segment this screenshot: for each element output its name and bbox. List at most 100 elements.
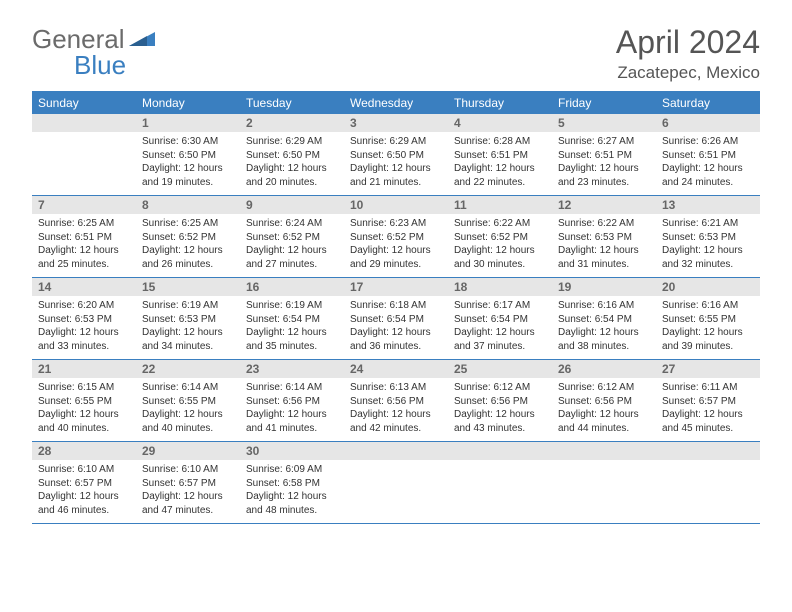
- daylight-text: Daylight: 12 hours and 42 minutes.: [350, 408, 442, 435]
- week-row: 21222324252627Sunrise: 6:15 AMSunset: 6:…: [32, 360, 760, 442]
- sunset-text: Sunset: 6:52 PM: [454, 231, 546, 245]
- sunrise-text: Sunrise: 6:20 AM: [38, 299, 130, 313]
- sunrise-text: Sunrise: 6:10 AM: [38, 463, 130, 477]
- day-number: 14: [32, 278, 136, 296]
- day-number: 15: [136, 278, 240, 296]
- daylight-text: Daylight: 12 hours and 25 minutes.: [38, 244, 130, 271]
- daylight-text: Daylight: 12 hours and 44 minutes.: [558, 408, 650, 435]
- sunrise-text: Sunrise: 6:23 AM: [350, 217, 442, 231]
- sunrise-text: Sunrise: 6:18 AM: [350, 299, 442, 313]
- day-number: 17: [344, 278, 448, 296]
- day-number: 21: [32, 360, 136, 378]
- sunset-text: Sunset: 6:58 PM: [246, 477, 338, 491]
- sunrise-text: Sunrise: 6:12 AM: [558, 381, 650, 395]
- day-details-band: Sunrise: 6:25 AMSunset: 6:51 PMDaylight:…: [32, 214, 760, 277]
- daylight-text: Daylight: 12 hours and 26 minutes.: [142, 244, 234, 271]
- daylight-text: Daylight: 12 hours and 48 minutes.: [246, 490, 338, 517]
- sunset-text: Sunset: 6:55 PM: [38, 395, 130, 409]
- sunset-text: Sunset: 6:54 PM: [454, 313, 546, 327]
- sunrise-text: Sunrise: 6:27 AM: [558, 135, 650, 149]
- daylight-text: Daylight: 12 hours and 33 minutes.: [38, 326, 130, 353]
- sunset-text: Sunset: 6:51 PM: [38, 231, 130, 245]
- day-details: Sunrise: 6:13 AMSunset: 6:56 PMDaylight:…: [344, 378, 448, 441]
- daylight-text: Daylight: 12 hours and 30 minutes.: [454, 244, 546, 271]
- day-number: 18: [448, 278, 552, 296]
- day-details: Sunrise: 6:12 AMSunset: 6:56 PMDaylight:…: [552, 378, 656, 441]
- sunrise-text: Sunrise: 6:26 AM: [662, 135, 754, 149]
- day-number: 1: [136, 114, 240, 132]
- day-details: Sunrise: 6:14 AMSunset: 6:56 PMDaylight:…: [240, 378, 344, 441]
- sunset-text: Sunset: 6:56 PM: [246, 395, 338, 409]
- weekday-header: Monday: [136, 92, 240, 114]
- day-number: 23: [240, 360, 344, 378]
- daylight-text: Daylight: 12 hours and 21 minutes.: [350, 162, 442, 189]
- day-number: 20: [656, 278, 760, 296]
- sunrise-text: Sunrise: 6:22 AM: [558, 217, 650, 231]
- daylight-text: Daylight: 12 hours and 47 minutes.: [142, 490, 234, 517]
- daylight-text: Daylight: 12 hours and 38 minutes.: [558, 326, 650, 353]
- sunset-text: Sunset: 6:53 PM: [558, 231, 650, 245]
- day-details: Sunrise: 6:29 AMSunset: 6:50 PMDaylight:…: [344, 132, 448, 195]
- day-details: Sunrise: 6:10 AMSunset: 6:57 PMDaylight:…: [136, 460, 240, 523]
- daylight-text: Daylight: 12 hours and 31 minutes.: [558, 244, 650, 271]
- sunset-text: Sunset: 6:53 PM: [38, 313, 130, 327]
- weekday-header: Sunday: [32, 92, 136, 114]
- sunrise-text: Sunrise: 6:09 AM: [246, 463, 338, 477]
- daylight-text: Daylight: 12 hours and 29 minutes.: [350, 244, 442, 271]
- calendar: SundayMondayTuesdayWednesdayThursdayFrid…: [32, 91, 760, 524]
- month-title: April 2024: [616, 24, 760, 61]
- weekday-header: Wednesday: [344, 92, 448, 114]
- day-number-band: 282930: [32, 442, 760, 460]
- day-number: 25: [448, 360, 552, 378]
- day-number: 8: [136, 196, 240, 214]
- day-number: 28: [32, 442, 136, 460]
- week-row: 78910111213Sunrise: 6:25 AMSunset: 6:51 …: [32, 196, 760, 278]
- daylight-text: Daylight: 12 hours and 23 minutes.: [558, 162, 650, 189]
- day-details: Sunrise: 6:27 AMSunset: 6:51 PMDaylight:…: [552, 132, 656, 195]
- day-details: Sunrise: 6:19 AMSunset: 6:54 PMDaylight:…: [240, 296, 344, 359]
- day-details: Sunrise: 6:20 AMSunset: 6:53 PMDaylight:…: [32, 296, 136, 359]
- day-number: 7: [32, 196, 136, 214]
- sunrise-text: Sunrise: 6:16 AM: [662, 299, 754, 313]
- sunset-text: Sunset: 6:50 PM: [142, 149, 234, 163]
- day-details: Sunrise: 6:11 AMSunset: 6:57 PMDaylight:…: [656, 378, 760, 441]
- day-number: [344, 442, 448, 460]
- sunset-text: Sunset: 6:53 PM: [662, 231, 754, 245]
- sunrise-text: Sunrise: 6:12 AM: [454, 381, 546, 395]
- sunrise-text: Sunrise: 6:25 AM: [38, 217, 130, 231]
- day-number: [32, 114, 136, 132]
- day-number: 11: [448, 196, 552, 214]
- day-details: Sunrise: 6:14 AMSunset: 6:55 PMDaylight:…: [136, 378, 240, 441]
- location-label: Zacatepec, Mexico: [616, 63, 760, 83]
- daylight-text: Daylight: 12 hours and 22 minutes.: [454, 162, 546, 189]
- day-number: [656, 442, 760, 460]
- daylight-text: Daylight: 12 hours and 40 minutes.: [142, 408, 234, 435]
- day-number: [448, 442, 552, 460]
- sunrise-text: Sunrise: 6:16 AM: [558, 299, 650, 313]
- brand-triangle-icon: [129, 28, 155, 51]
- week-row: 282930 Sunrise: 6:10 AMSunset: 6:57 PM Day…: [32, 442, 760, 524]
- sunset-text: Sunset: 6:56 PM: [350, 395, 442, 409]
- daylight-text: Daylight: 12 hours and 32 minutes.: [662, 244, 754, 271]
- day-number: 26: [552, 360, 656, 378]
- day-number-band: 123456: [32, 114, 760, 132]
- day-details: Sunrise: 6:24 AMSunset: 6:52 PMDaylight:…: [240, 214, 344, 277]
- day-details: Sunrise: 6:09 AMSunset: 6:58 PMDaylight:…: [240, 460, 344, 523]
- daylight-text: Daylight: 12 hours and 41 minutes.: [246, 408, 338, 435]
- sunrise-text: Sunrise: 6:14 AM: [142, 381, 234, 395]
- sunset-text: Sunset: 6:57 PM: [662, 395, 754, 409]
- day-number: 29: [136, 442, 240, 460]
- daylight-text: Daylight: 12 hours and 24 minutes.: [662, 162, 754, 189]
- sunset-text: Sunset: 6:57 PM: [38, 477, 130, 491]
- daylight-text: Daylight: 12 hours and 43 minutes.: [454, 408, 546, 435]
- day-details-band: Sunrise: 6:10 AMSunset: 6:57 PM Daylight:…: [32, 460, 760, 523]
- day-details: Sunrise: 6:16 AMSunset: 6:54 PMDaylight:…: [552, 296, 656, 359]
- day-number: 3: [344, 114, 448, 132]
- day-number: 5: [552, 114, 656, 132]
- sunrise-text: Sunrise: 6:30 AM: [142, 135, 234, 149]
- daylight-text: Daylight: 12 hours and 40 minutes.: [38, 408, 130, 435]
- sunrise-text: Sunrise: 6:24 AM: [246, 217, 338, 231]
- day-details: Sunrise: 6:10 AMSunset: 6:57 PMDaylight:…: [32, 460, 136, 523]
- day-number: 10: [344, 196, 448, 214]
- day-details: Sunrise: 6:16 AMSunset: 6:55 PMDaylight:…: [656, 296, 760, 359]
